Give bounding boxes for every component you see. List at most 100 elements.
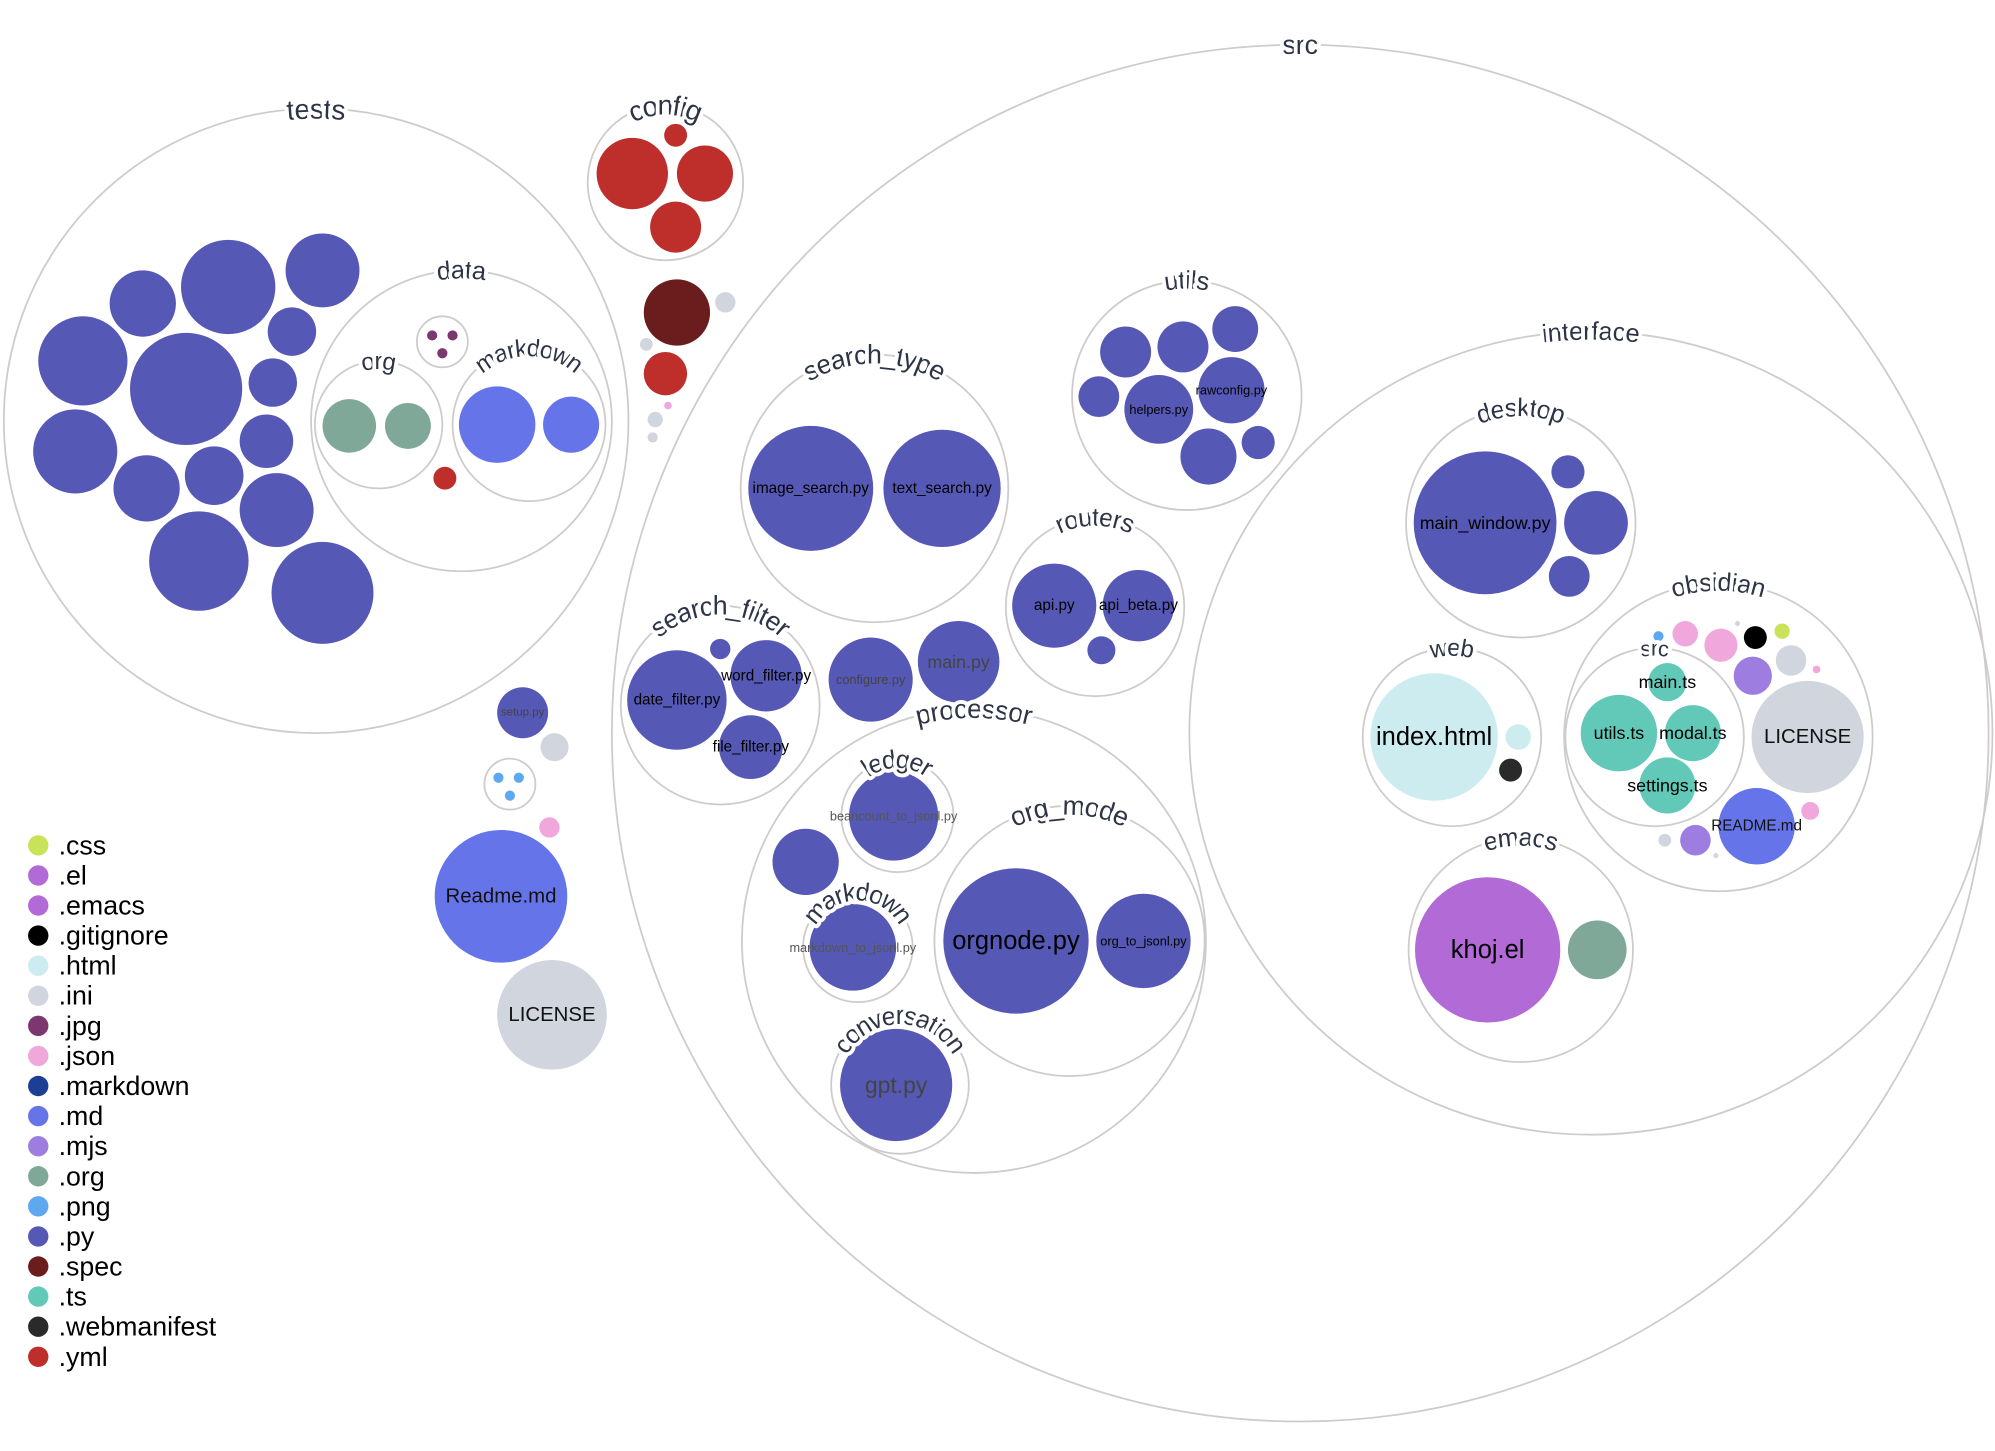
folder-circle-desktop[interactable]: [1405, 407, 1637, 639]
file-circle-json[interactable]: [1704, 628, 1738, 662]
file-circle-ini[interactable]: [647, 432, 658, 443]
file-circle-ini[interactable]: [715, 292, 736, 313]
file-circle-py[interactable]: [149, 511, 249, 611]
file-circle-py[interactable]: [1551, 455, 1585, 489]
file-circle-yml[interactable]: [596, 137, 668, 210]
file-circle-py[interactable]: [1241, 425, 1275, 460]
file-circle-api-beta-py[interactable]: [1102, 569, 1175, 642]
file-circle-ini[interactable]: [1775, 645, 1807, 676]
file-circle-py[interactable]: [267, 307, 317, 356]
file-circle-py[interactable]: [239, 414, 294, 468]
file-circle-py[interactable]: [130, 332, 243, 446]
folder-circle-obsidian[interactable]: [1563, 581, 1874, 893]
file-circle-png[interactable]: [1653, 631, 1664, 642]
file-circle-py[interactable]: [1078, 376, 1120, 418]
file-circle-py[interactable]: [109, 270, 176, 337]
file-circle-modal-ts[interactable]: [1664, 705, 1721, 762]
folder-circle-tests[interactable]: [2, 107, 630, 735]
folder-circle-markdown[interactable]: [451, 347, 607, 503]
folder-circle-markdown[interactable]: [802, 891, 914, 1004]
file-circle-readme-md[interactable]: [1718, 787, 1795, 865]
file-circle-png[interactable]: [493, 772, 504, 783]
file-circle-html[interactable]: [1505, 724, 1531, 750]
file-circle-mjs[interactable]: [1733, 656, 1772, 695]
file-circle-file-filter-py[interactable]: [718, 715, 783, 780]
file-circle-py[interactable]: [1212, 306, 1259, 352]
file-circle-md[interactable]: [543, 396, 600, 453]
folder-circle-search-type[interactable]: [739, 353, 1010, 624]
file-circle-png[interactable]: [504, 790, 516, 801]
file-circle-ini[interactable]: [1658, 833, 1672, 847]
file-circle-orgnode-py[interactable]: [943, 868, 1089, 1014]
file-circle-jpg[interactable]: [437, 348, 448, 359]
file-circle-ini[interactable]: [1734, 620, 1741, 627]
folder-circle-search-filter[interactable]: [619, 604, 821, 806]
file-circle-py[interactable]: [1180, 428, 1237, 485]
file-circle-setup-py[interactable]: [497, 687, 549, 739]
file-circle-ini[interactable]: [1713, 852, 1719, 859]
folder-circle-unnamed[interactable]: [415, 315, 469, 369]
file-circle-index-html[interactable]: [1370, 673, 1498, 801]
file-circle-license[interactable]: [497, 960, 607, 1070]
file-circle-py[interactable]: [1087, 636, 1116, 665]
file-circle-py[interactable]: [1100, 326, 1152, 378]
file-circle-py[interactable]: [772, 828, 839, 896]
file-circle-image-search-py[interactable]: [748, 425, 874, 551]
folder-circle-config[interactable]: [586, 103, 745, 262]
file-circle-css[interactable]: [1774, 623, 1790, 639]
file-circle-py[interactable]: [38, 316, 128, 406]
folder-circle-emacs[interactable]: [1407, 836, 1634, 1063]
file-circle-main-window-py[interactable]: [1413, 451, 1557, 595]
file-circle-yml[interactable]: [650, 201, 702, 253]
file-circle-configure-py[interactable]: [828, 637, 913, 722]
file-circle-helpers-py[interactable]: [1124, 374, 1194, 444]
folder-circle-utils[interactable]: [1071, 279, 1303, 511]
folder-circle-routers[interactable]: [1004, 516, 1186, 698]
file-circle-yml[interactable]: [433, 466, 457, 490]
file-circle-yml[interactable]: [676, 145, 733, 202]
folder-circle-src[interactable]: [610, 43, 1990, 1423]
file-circle-py[interactable]: [710, 638, 731, 660]
file-circle-py[interactable]: [184, 446, 244, 505]
folder-circle-ledger[interactable]: [840, 759, 955, 873]
file-circle-yml[interactable]: [664, 123, 688, 147]
file-circle-jpg[interactable]: [427, 330, 438, 341]
file-circle-beancount-to-jsonl-py[interactable]: [848, 771, 939, 861]
file-circle-py[interactable]: [285, 233, 360, 308]
file-circle-webmanifest[interactable]: [1499, 758, 1523, 782]
file-circle-ini[interactable]: [540, 733, 569, 762]
file-circle-rawconfig-py[interactable]: [1198, 357, 1265, 424]
file-circle-gitignore[interactable]: [1743, 626, 1767, 650]
folder-circle-web[interactable]: [1361, 646, 1543, 828]
file-circle-png[interactable]: [513, 772, 524, 783]
file-circle-word-filter-py[interactable]: [730, 640, 802, 712]
file-circle-py[interactable]: [181, 239, 276, 335]
file-circle-api-py[interactable]: [1012, 563, 1097, 648]
file-circle-json[interactable]: [1801, 801, 1820, 820]
file-circle-org[interactable]: [384, 402, 431, 449]
folder-circle-processor[interactable]: [741, 708, 1207, 1174]
file-circle-py[interactable]: [1157, 321, 1209, 373]
file-circle-py[interactable]: [271, 541, 374, 644]
file-circle-json[interactable]: [1672, 620, 1698, 647]
folder-circle-org[interactable]: [313, 360, 444, 490]
file-circle-ini[interactable]: [639, 337, 653, 351]
file-circle-py[interactable]: [248, 358, 298, 407]
file-circle-date-filter-py[interactable]: [627, 650, 727, 750]
folder-circle-interface[interactable]: [1188, 330, 1994, 1136]
file-circle-main-py[interactable]: [917, 620, 1000, 703]
file-circle-md[interactable]: [458, 386, 536, 463]
file-circle-markdown-to-jsonl-py[interactable]: [809, 903, 897, 991]
file-circle-settings-ts[interactable]: [1639, 757, 1696, 814]
file-circle-json[interactable]: [539, 817, 560, 838]
file-circle-khoj-el[interactable]: [1414, 877, 1561, 1023]
file-circle-gpt-py[interactable]: [840, 1028, 953, 1142]
file-circle-ini[interactable]: [647, 411, 663, 428]
file-circle-jpg[interactable]: [447, 330, 458, 341]
file-circle-yml[interactable]: [643, 351, 688, 396]
file-circle-py[interactable]: [1564, 490, 1628, 555]
file-circle-py[interactable]: [239, 473, 314, 548]
file-circle-py[interactable]: [33, 409, 118, 494]
file-circle-mjs[interactable]: [1680, 824, 1711, 856]
file-circle-py[interactable]: [1548, 555, 1590, 597]
